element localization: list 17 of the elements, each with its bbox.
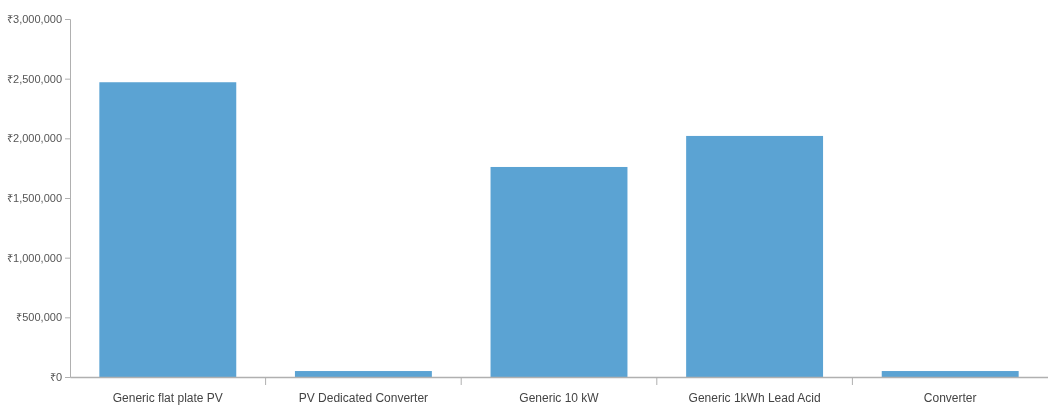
y-tick-label: ₹3,000,000 bbox=[7, 13, 62, 26]
bar bbox=[686, 135, 824, 377]
y-tick-label: ₹1,500,000 bbox=[7, 192, 62, 205]
x-tick-label: Generic 10 kW bbox=[519, 390, 600, 405]
y-tick-label: ₹500,000 bbox=[16, 311, 62, 324]
y-tick-label: ₹2,000,000 bbox=[7, 132, 62, 145]
y-tick-label: ₹0 bbox=[49, 371, 62, 384]
bar bbox=[881, 371, 1019, 377]
y-tick-label: ₹2,500,000 bbox=[7, 72, 62, 85]
bar bbox=[99, 82, 237, 377]
x-tick-label: Converter bbox=[923, 390, 977, 405]
x-tick-label: Generic 1kWh Lead Acid bbox=[688, 390, 821, 405]
x-tick-label: Generic flat plate PV bbox=[112, 390, 223, 405]
bar bbox=[490, 166, 628, 377]
bar bbox=[294, 371, 432, 377]
y-tick-label: ₹1,000,000 bbox=[7, 251, 62, 264]
x-tick-label: PV Dedicated Converter bbox=[298, 390, 429, 405]
